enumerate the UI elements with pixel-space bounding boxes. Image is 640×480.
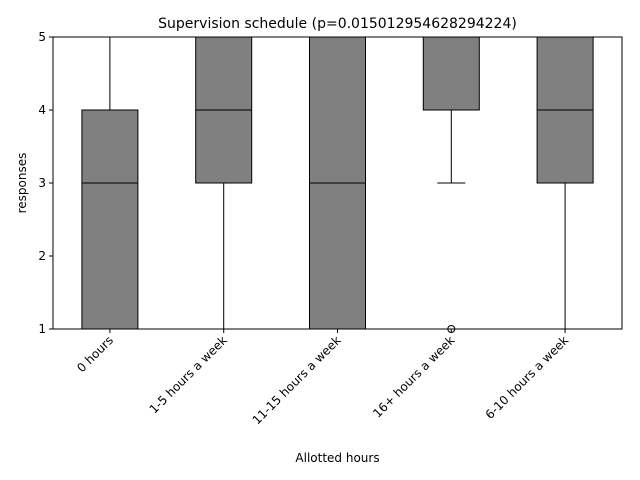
box: [81, 109, 139, 330]
x-axis-ticks: 0 hours 1-5 hours a week 11-15 hours a wee…: [74, 329, 571, 427]
chart-title: Supervision schedule (p=0.01501295462829…: [158, 16, 517, 32]
y-tick-label: 3: [38, 176, 46, 190]
x-tick-label: 11-15 hours a week: [250, 333, 344, 427]
x-tick-label: 6-10 hours a week: [483, 333, 572, 422]
y-tick-label: 4: [38, 103, 46, 117]
box-group-2: [195, 36, 253, 330]
box-group-4: [422, 36, 480, 333]
x-tick-label: 0 hours: [74, 333, 116, 375]
box-group-5: [536, 36, 594, 330]
y-axis-ticks: 1 2 3 4 5: [38, 30, 53, 336]
y-tick-label: 5: [38, 30, 46, 44]
box: [422, 36, 480, 111]
x-axis-label: Allotted hours: [295, 451, 379, 465]
y-tick-label: 2: [38, 249, 46, 263]
y-axis-label: responses: [15, 153, 29, 214]
x-tick-label: 16+ hours a week: [370, 333, 457, 420]
box-group-3: [309, 36, 366, 330]
box-group-1: [81, 36, 139, 330]
boxes-layer: [81, 36, 594, 333]
y-tick-label: 1: [38, 322, 46, 336]
x-tick-label: 1-5 hours a week: [147, 333, 230, 416]
